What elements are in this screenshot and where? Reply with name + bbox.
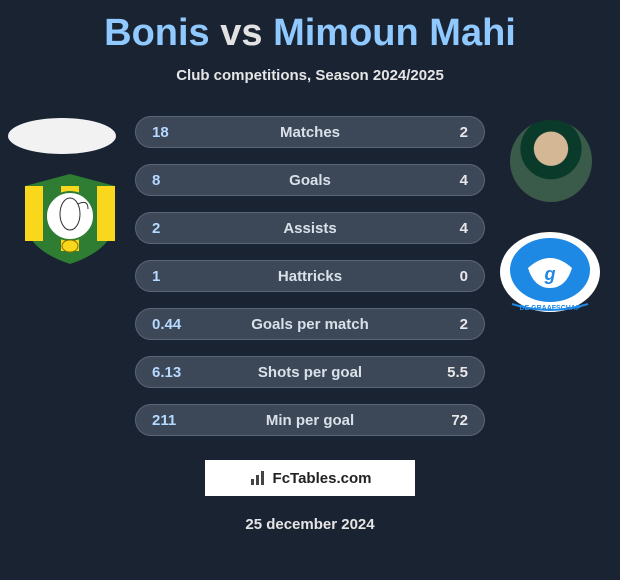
player1-name: Bonis bbox=[104, 12, 210, 54]
stat-left-value: 211 bbox=[152, 412, 212, 429]
player1-avatar bbox=[8, 118, 116, 154]
stat-row: 1 Hattricks 0 bbox=[135, 260, 485, 292]
stat-right-value: 72 bbox=[408, 412, 468, 429]
stat-right-value: 0 bbox=[408, 268, 468, 285]
stats-rows: 18 Matches 2 8 Goals 4 2 Assists 4 1 Hat… bbox=[135, 116, 485, 436]
subtitle: Club competitions, Season 2024/2025 bbox=[0, 67, 620, 84]
stat-row: 211 Min per goal 72 bbox=[135, 404, 485, 436]
stat-row: 18 Matches 2 bbox=[135, 116, 485, 148]
stat-left-value: 18 bbox=[152, 124, 212, 141]
stat-left-value: 1 bbox=[152, 268, 212, 285]
stat-left-value: 8 bbox=[152, 172, 212, 189]
player2-club-logo: g DE GRAAFSCHAP bbox=[498, 230, 602, 320]
stat-right-value: 4 bbox=[408, 220, 468, 237]
stat-label: Matches bbox=[212, 124, 408, 141]
player2-avatar bbox=[510, 120, 592, 202]
stat-right-value: 4 bbox=[408, 172, 468, 189]
stat-row: 0.44 Goals per match 2 bbox=[135, 308, 485, 340]
stat-row: 2 Assists 4 bbox=[135, 212, 485, 244]
source-text: FcTables.com bbox=[273, 470, 372, 487]
vs-text: vs bbox=[220, 12, 262, 54]
svg-text:g: g bbox=[544, 264, 556, 284]
chart-icon bbox=[249, 469, 267, 487]
stat-row: 6.13 Shots per goal 5.5 bbox=[135, 356, 485, 388]
stat-right-value: 2 bbox=[408, 124, 468, 141]
stat-label: Min per goal bbox=[212, 412, 408, 429]
stat-label: Shots per goal bbox=[212, 364, 408, 381]
player2-name: Mimoun Mahi bbox=[273, 12, 516, 54]
player1-club-logo bbox=[20, 174, 120, 264]
stat-right-value: 2 bbox=[408, 316, 468, 333]
source-badge: FcTables.com bbox=[205, 460, 415, 496]
stat-left-value: 6.13 bbox=[152, 364, 212, 381]
stat-left-value: 2 bbox=[152, 220, 212, 237]
stat-label: Goals bbox=[212, 172, 408, 189]
comparison-title: Bonis vs Mimoun Mahi bbox=[0, 12, 620, 55]
svg-text:DE GRAAFSCHAP: DE GRAAFSCHAP bbox=[519, 305, 580, 312]
date-text: 25 december 2024 bbox=[0, 516, 620, 533]
stat-left-value: 0.44 bbox=[152, 316, 212, 333]
stat-right-value: 5.5 bbox=[408, 364, 468, 381]
stat-label: Assists bbox=[212, 220, 408, 237]
stat-row: 8 Goals 4 bbox=[135, 164, 485, 196]
stat-label: Hattricks bbox=[212, 268, 408, 285]
stat-label: Goals per match bbox=[212, 316, 408, 333]
